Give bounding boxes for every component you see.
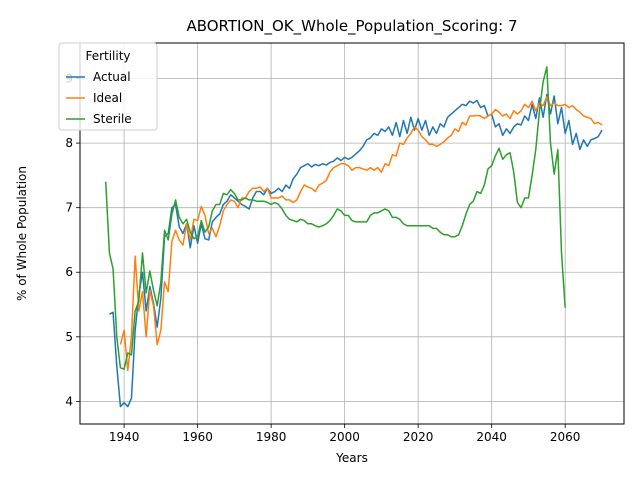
y-tick-label: 4 [65, 394, 73, 408]
legend-box [58, 42, 158, 131]
y-tick-label: 8 [65, 136, 73, 150]
series-line-ideal [119, 95, 603, 372]
legend-title: Fertility [85, 49, 130, 63]
x-tick-label: 1980 [256, 430, 287, 444]
x-tick-label: 1940 [109, 430, 140, 444]
legend-label-actual: Actual [93, 70, 131, 84]
y-tick-label: 5 [65, 330, 73, 344]
y-axis-label: % of Whole Population [15, 166, 29, 301]
x-tick-label: 2000 [329, 430, 360, 444]
legend: Fertility Actual Ideal Sterile [58, 42, 158, 131]
x-tick-label: 1960 [182, 430, 213, 444]
series-line-sterile [104, 66, 566, 370]
series-lines [104, 66, 603, 408]
y-tick-label: 6 [65, 265, 73, 279]
y-tick-label: 7 [65, 201, 73, 215]
x-axis-label: Years [335, 451, 368, 465]
series-line-actual [109, 93, 603, 408]
x-tick-label: 2060 [550, 430, 581, 444]
chart-title: ABORTION_OK_Whole_Population_Scoring: 7 [186, 17, 517, 36]
x-tick-label: 2020 [403, 430, 434, 444]
x-axis-ticks: 1940 1960 1980 2000 2020 2040 2060 [109, 424, 581, 444]
legend-label-sterile: Sterile [93, 112, 132, 126]
plot-area-frame [79, 42, 625, 425]
x-tick-label: 2040 [476, 430, 507, 444]
legend-entries: Actual Ideal Sterile [66, 70, 132, 126]
legend-label-ideal: Ideal [93, 91, 122, 105]
